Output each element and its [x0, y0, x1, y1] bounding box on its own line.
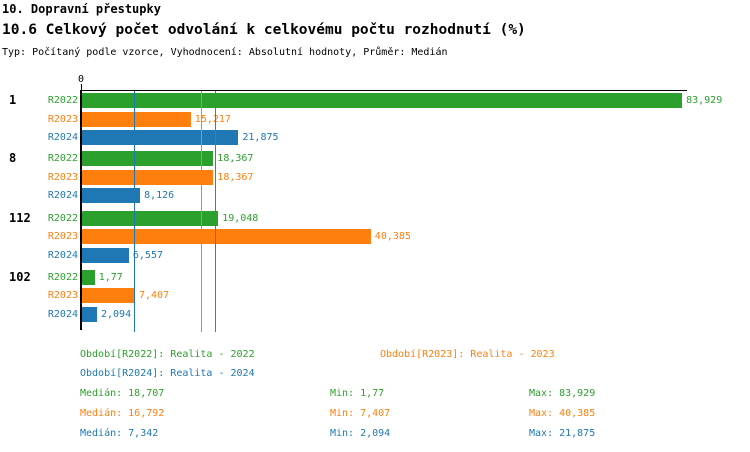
group-label-112: 112 [9, 210, 31, 225]
bar-8-R2024 [82, 188, 141, 203]
value-label-102-R2022: 1,77 [98, 271, 123, 283]
value-label-112-R2022: 19,048 [222, 212, 259, 224]
stat-min-r2022: Min: 1,77 [330, 388, 385, 399]
stat-max-r2022: Max: 83,929 [529, 388, 596, 399]
bar-chart: 0 1 R2022 83,929 R2023 15,217 R2024 21,875 8 R20… [9, 74, 723, 332]
stat-median-r2023: Medián: 16,792 [80, 408, 165, 419]
report-section-title: 10. Dopravní přestupky [2, 2, 161, 16]
legend-item-r2024: Období[R2024]: Realita - 2024 [80, 368, 255, 379]
bar-1-R2024 [82, 130, 239, 145]
group-label-1: 1 [9, 93, 17, 107]
series-label-1-R2024: R2024 [47, 132, 78, 143]
series-label-112-R2022: R2022 [47, 212, 78, 224]
group-label-102: 102 [9, 269, 31, 284]
value-label-1-R2022: 83,929 [686, 95, 723, 106]
bar-102-R2024 [82, 306, 97, 322]
stat-min-r2023: Min: 7,407 [330, 408, 391, 419]
series-label-1-R2022: R2022 [47, 95, 78, 106]
x-axis-zero-tick [81, 84, 82, 90]
value-label-1-R2024: 21,875 [242, 132, 279, 143]
bar-8-R2022 [82, 151, 214, 166]
value-label-112-R2024: 6,557 [132, 249, 163, 261]
series-label-1-R2023: R2023 [47, 113, 78, 125]
series-label-8-R2024: R2024 [47, 190, 78, 201]
x-axis-zero-label: 0 [78, 74, 85, 85]
legend-item-r2023: Období[R2023]: Realita - 2023 [380, 349, 555, 360]
value-label-8-R2024: 8,126 [144, 190, 175, 201]
bar-112-R2022 [82, 210, 219, 226]
series-label-112-R2024: R2024 [47, 249, 78, 261]
series-label-102-R2023: R2023 [47, 290, 78, 301]
group-label-8: 8 [9, 151, 17, 165]
bar-102-R2023 [82, 288, 135, 303]
stat-max-r2024: Max: 21,875 [529, 428, 596, 439]
stat-median-r2024: Medián: 7,342 [80, 428, 159, 439]
series-label-8-R2023: R2023 [47, 171, 78, 183]
stat-median-r2022: Medián: 18,707 [80, 388, 165, 399]
value-label-1-R2023: 15,217 [194, 113, 231, 125]
series-label-8-R2022: R2022 [47, 153, 78, 164]
x-axis-line [80, 90, 687, 91]
series-label-112-R2023: R2023 [47, 231, 78, 242]
chart-title: 10.6 Celkový počet odvolání k celkovému … [2, 22, 526, 38]
bar-112-R2024 [82, 247, 129, 263]
median-gridline-R2024 [133, 91, 135, 332]
legend-item-r2022: Období[R2022]: Realita - 2022 [80, 349, 255, 360]
value-label-112-R2023: 40,385 [374, 231, 411, 242]
median-gridline-R2022 [214, 91, 216, 332]
bar-1-R2023 [82, 111, 191, 127]
series-label-102-R2022: R2022 [47, 271, 78, 283]
stat-max-r2023: Max: 40,385 [529, 408, 596, 419]
median-gridline-R2023 [201, 91, 203, 332]
chart-meta-line: Typ: Počítaný podle vzorce, Vyhodnocení:… [2, 47, 448, 58]
value-label-8-R2022: 18,367 [217, 153, 254, 164]
series-label-102-R2024: R2024 [47, 308, 78, 320]
bar-102-R2022 [82, 269, 95, 285]
value-label-102-R2023: 7,407 [139, 290, 170, 301]
bar-112-R2023 [82, 229, 371, 244]
bar-1-R2022 [82, 93, 683, 108]
y-axis-line [80, 90, 82, 330]
bar-8-R2023 [82, 169, 214, 185]
value-label-8-R2023: 18,367 [217, 171, 254, 183]
stat-min-r2024: Min: 2,094 [330, 428, 391, 439]
value-label-102-R2024: 2,094 [101, 308, 132, 320]
